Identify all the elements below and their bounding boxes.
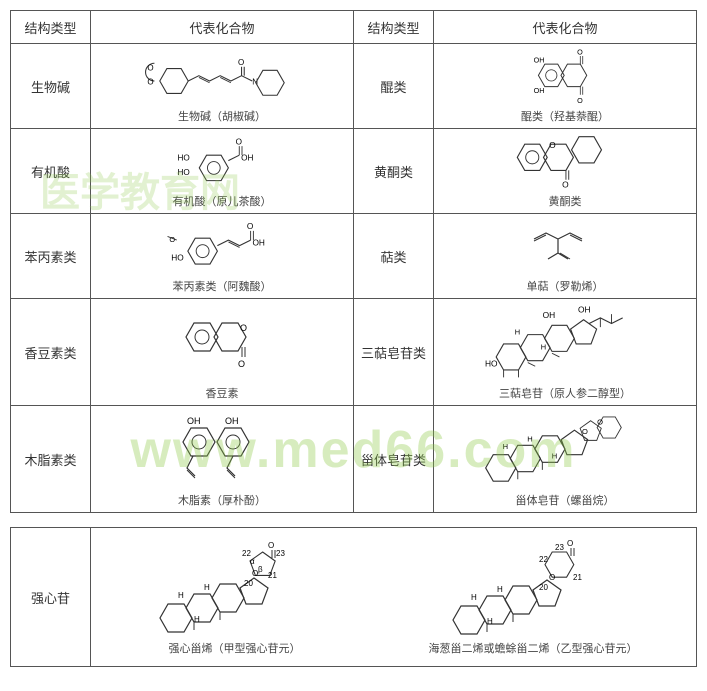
table-row: 生物碱 生物碱（胡椒碱） 醌类 醌类（羟基萘醌） — [11, 44, 697, 129]
caption-left: 有机酸（原儿茶酸） — [173, 193, 272, 209]
type-left: 木脂素类 — [11, 406, 91, 513]
svg-text:β: β — [258, 565, 263, 574]
caption-right: 黄酮类 — [549, 193, 582, 209]
struct-lignan — [177, 410, 267, 490]
svg-text:23: 23 — [555, 543, 564, 552]
struct-ocimene — [530, 218, 600, 276]
svg-text:20: 20 — [244, 579, 253, 588]
header-row: 结构类型 代表化合物 结构类型 代表化合物 — [11, 11, 697, 44]
svg-text:21: 21 — [268, 571, 277, 580]
caption-left: 木脂素（厚朴酚） — [178, 492, 266, 508]
bottom-type: 强心苷 — [11, 528, 91, 667]
table-row: 香豆素类 香豆素 三萜皂苷类 三萜皂苷（原人参二醇型） — [11, 299, 697, 406]
type-left: 苯丙素类 — [11, 214, 91, 299]
caption-right: 甾体皂苷（螺甾烷） — [516, 492, 615, 508]
compound-left: 生物碱（胡椒碱） — [91, 44, 354, 129]
compound-left: 有机酸（原儿茶酸） — [91, 129, 354, 214]
cardenolide-b-caption: 海葱甾二烯或蟾蜍甾二烯（乙型强心苷元） — [429, 640, 638, 656]
caption-right: 单萜（罗勒烯） — [527, 278, 604, 294]
compound-right: 甾体皂苷（螺甾烷） — [434, 406, 697, 513]
bottom-compounds: 20 21 22 23 α β 强心甾烯（甲型强心苷元） — [91, 528, 697, 667]
type-left: 生物碱 — [11, 44, 91, 129]
header-comp-left: 代表化合物 — [91, 11, 354, 44]
caption-right: 三萜皂苷（原人参二醇型） — [499, 385, 631, 401]
compound-right: 三萜皂苷（原人参二醇型） — [434, 299, 697, 406]
table-row: 木脂素类 木脂素（厚朴酚） 甾体皂苷类 甾体皂苷（螺甾烷） — [11, 406, 697, 513]
cardenolide-a-caption: 强心甾烯（甲型强心苷元） — [169, 640, 301, 656]
compound-left: 苯丙素类（阿魏酸） — [91, 214, 354, 299]
svg-text:20: 20 — [539, 583, 548, 592]
table-row: 苯丙素类 苯丙素类（阿魏酸） 萜类 单萜（罗勒烯） — [11, 214, 697, 299]
type-right: 醌类 — [354, 44, 434, 129]
type-right: 萜类 — [354, 214, 434, 299]
struct-naphthoquinone — [520, 48, 610, 106]
svg-text:22: 22 — [539, 555, 548, 564]
caption-left: 香豆素 — [206, 385, 239, 401]
type-left: 香豆素类 — [11, 299, 91, 406]
cardenolide-a-struct: 20 21 22 23 α β — [150, 538, 320, 638]
table-row: 有机酸 有机酸（原儿茶酸） 黄酮类 黄酮类 — [11, 129, 697, 214]
struct-flavone — [510, 133, 620, 191]
compound-right: 醌类（羟基萘醌） — [434, 44, 697, 129]
struct-piperine — [142, 48, 302, 106]
type-right: 三萜皂苷类 — [354, 299, 434, 406]
caption-left: 苯丙素类（阿魏酸） — [173, 278, 272, 294]
header-type-left: 结构类型 — [11, 11, 91, 44]
header-type-right: 结构类型 — [354, 11, 434, 44]
type-right: 黄酮类 — [354, 129, 434, 214]
svg-text:23: 23 — [276, 549, 285, 558]
compound-right: 单萜（罗勒烯） — [434, 214, 697, 299]
struct-triterpene — [480, 303, 650, 383]
type-left: 有机酸 — [11, 129, 91, 214]
struct-coumarin — [182, 303, 262, 383]
caption-right: 醌类（羟基萘醌） — [521, 108, 609, 124]
compound-left: 木脂素（厚朴酚） — [91, 406, 354, 513]
struct-steroid — [480, 410, 650, 490]
compound-right: 黄酮类 — [434, 129, 697, 214]
struct-ferulic — [162, 218, 282, 276]
caption-left: 生物碱（胡椒碱） — [178, 108, 266, 124]
struct-protocatechuic — [172, 133, 272, 191]
bottom-row: 强心苷 20 21 22 23 α β 强心 — [11, 528, 697, 667]
svg-text:21: 21 — [573, 573, 582, 582]
header-comp-right: 代表化合物 — [434, 11, 697, 44]
bottom-table: 强心苷 20 21 22 23 α β 强心 — [10, 527, 697, 667]
compound-left: 香豆素 — [91, 299, 354, 406]
type-right: 甾体皂苷类 — [354, 406, 434, 513]
svg-text:α: α — [250, 557, 255, 566]
cardenolide-b-struct: 20 21 22 23 — [443, 538, 623, 638]
main-table: 结构类型 代表化合物 结构类型 代表化合物 生物碱 生物碱（胡椒碱） 醌类 醌类… — [10, 10, 697, 513]
